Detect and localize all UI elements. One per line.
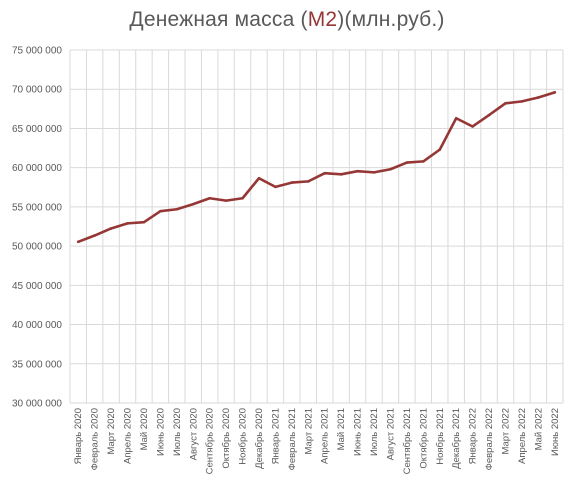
x-tick-label: Май 2022 (533, 408, 544, 450)
y-tick-label: 70 000 000 (12, 85, 62, 96)
data-point (372, 171, 376, 174)
x-tick-label: Январь 2020 (73, 408, 84, 464)
y-tick-label: 30 000 000 (12, 399, 62, 410)
x-tick-label: Июнь 2020 (155, 408, 166, 456)
x-tick-label: Октябрь 2021 (418, 408, 429, 469)
x-tick-label: Октябрь 2020 (221, 408, 232, 469)
series-line (76, 91, 557, 244)
chart-title-part-3: )(млн.руб.) (337, 8, 445, 31)
data-point (290, 181, 294, 184)
data-point (175, 207, 179, 211)
x-tick-label: Апрель 2020 (123, 408, 134, 464)
y-tick-label: 55 000 000 (12, 202, 62, 213)
data-point (126, 222, 129, 225)
x-tick-label: Май 2021 (336, 408, 347, 450)
x-tick-label: Июнь 2021 (353, 408, 364, 456)
data-point (93, 234, 96, 237)
data-point (109, 227, 113, 230)
data-point (208, 196, 211, 200)
y-tick-label: 45 000 000 (12, 281, 62, 292)
y-tick-label: 35 000 000 (12, 359, 62, 370)
chart-title-part-2: M2 (307, 8, 338, 31)
x-tick-label: Ноябрь 2020 (238, 408, 249, 465)
x-tick-label: Май 2020 (139, 408, 150, 450)
x-tick-label: Июль 2020 (172, 408, 183, 456)
x-tick-label: Март 2020 (106, 408, 117, 455)
data-point (454, 116, 458, 120)
y-tick-label: 60 000 000 (12, 163, 62, 174)
plot-series (76, 91, 557, 244)
data-point (191, 202, 195, 206)
data-point (339, 173, 343, 176)
x-tick-label: Июнь 2022 (550, 408, 561, 456)
x-tick-label: Декабрь 2021 (451, 408, 462, 469)
data-point (405, 161, 409, 164)
data-point (323, 171, 327, 175)
x-tick-label: Август 2021 (385, 408, 396, 460)
y-tick-label: 75 000 000 (12, 46, 62, 57)
data-point (76, 240, 80, 244)
x-tick-label: Сентябрь 2020 (205, 408, 216, 474)
data-point (504, 102, 507, 105)
y-axis: 30 000 000 35 000 000 40 000 000 45 000 000… (12, 46, 62, 410)
x-tick-label: Апрель 2021 (320, 408, 331, 464)
y-tick-label: 40 000 000 (12, 320, 62, 331)
x-tick-label: Январь 2022 (468, 408, 479, 464)
x-tick-label: Апрель 2022 (517, 408, 528, 464)
data-point (487, 113, 491, 117)
data-point (422, 160, 425, 163)
x-tick-label: Декабрь 2020 (254, 408, 265, 469)
data-point (471, 125, 474, 128)
data-point (553, 91, 557, 94)
data-point (257, 176, 261, 180)
data-point (356, 169, 359, 173)
chart-title-part-1: Денежная масса ( (129, 8, 308, 31)
data-point (159, 209, 162, 213)
data-point (520, 100, 524, 103)
x-tick-label: Январь 2021 (270, 408, 281, 464)
data-point (142, 220, 146, 224)
x-tick-label: Июль 2021 (369, 408, 380, 456)
x-axis: Январь 2020 Февраль 2020 Март 2020 Апрель 2… (73, 408, 561, 474)
data-point (389, 167, 392, 171)
x-tick-label: Март 2022 (500, 408, 511, 455)
x-tick-label: Август 2020 (188, 408, 199, 460)
chart-title: Денежная масса (M2)(млн.руб.) (0, 8, 574, 32)
data-point (537, 96, 540, 99)
gridlines (69, 49, 564, 404)
data-point (438, 148, 442, 151)
data-point (224, 199, 228, 202)
x-tick-label: Февраль 2021 (287, 408, 298, 470)
y-tick-label: 65 000 000 (12, 124, 62, 135)
x-tick-label: Февраль 2020 (90, 408, 101, 470)
data-point (306, 180, 310, 183)
x-tick-label: Март 2021 (303, 408, 314, 455)
y-tick-label: 50 000 000 (12, 242, 62, 253)
x-tick-label: Сентябрь 2021 (402, 408, 413, 474)
data-point (274, 185, 277, 189)
x-tick-label: Февраль 2022 (484, 408, 495, 470)
x-tick-label: Ноябрь 2021 (435, 408, 446, 465)
data-point (241, 196, 244, 200)
